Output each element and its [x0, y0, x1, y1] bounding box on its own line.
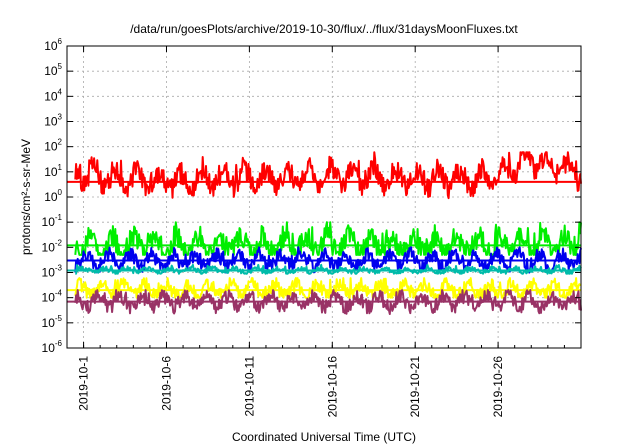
y-tick-label: 10-2	[42, 238, 63, 254]
x-tick-label: 2019-10-1	[77, 356, 91, 411]
ticks	[66, 45, 582, 349]
x-tick-label: 2019-10-26	[491, 356, 505, 418]
x-tick-label: 2019-10-21	[408, 356, 422, 418]
chart-title: /data/run/goesPlots/archive/2019-10-30/f…	[130, 22, 518, 36]
y-tick-label: 10-5	[42, 314, 63, 330]
y-tick-label: 10-1	[42, 213, 63, 229]
y-tick-label: 103	[44, 113, 62, 129]
y-tick-labels: 10-6 10-5 10-4 10-3 10-2 10-1 100 101 102 103 104 1…	[42, 37, 63, 355]
y-tick-label: 10-4	[42, 289, 63, 305]
y-tick-label: 104	[44, 87, 62, 103]
y-tick-label: 100	[44, 188, 62, 204]
y-tick-label: 10-3	[42, 264, 63, 280]
x-axis-label: Coordinated Universal Time (UTC)	[232, 430, 416, 444]
x-tick-label: 2019-10-11	[242, 356, 256, 417]
y-tick-label: 102	[44, 138, 62, 154]
y-axis-label: protons/cm²-s-sr-MeV	[19, 139, 33, 255]
series-line-4	[75, 263, 582, 275]
series-line-1	[74, 151, 582, 200]
series-line-6	[74, 289, 582, 315]
y-tick-label: 101	[44, 163, 62, 179]
x-tick-labels: 2019-10-1 2019-10-6 2019-10-11 2019-10-16 20…	[77, 356, 506, 418]
x-tick-label: 2019-10-6	[159, 356, 173, 411]
series-layer	[67, 151, 582, 315]
x-tick-label: 2019-10-16	[325, 356, 339, 418]
y-tick-label: 10-6	[42, 339, 63, 355]
y-tick-label: 105	[44, 62, 62, 78]
y-tick-label: 106	[44, 37, 62, 53]
